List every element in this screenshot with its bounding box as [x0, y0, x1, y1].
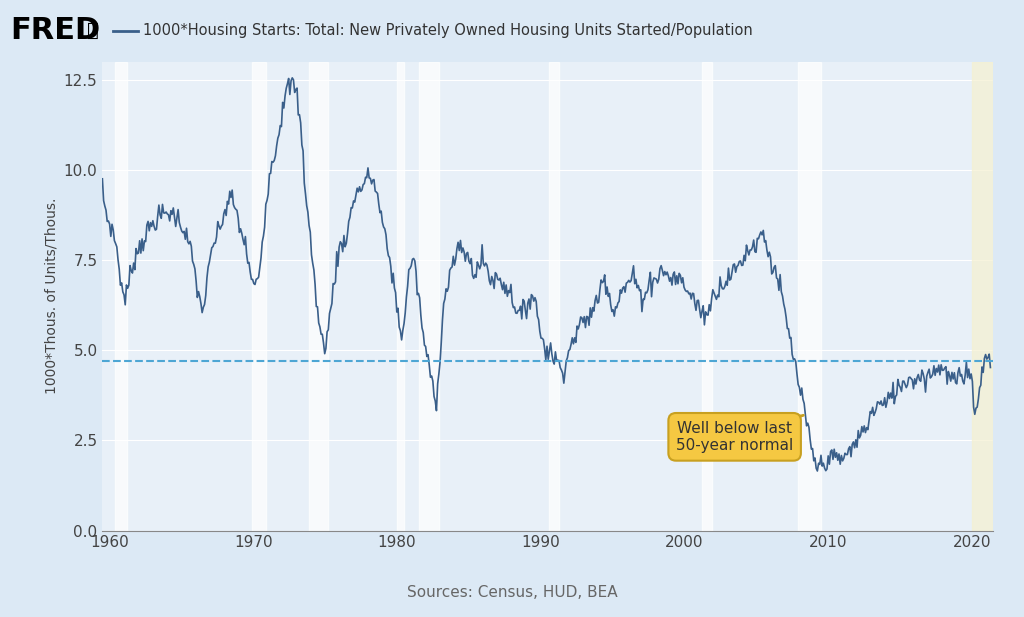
Text: 1000*Housing Starts: Total: New Privately Owned Housing Units Started/Population: 1000*Housing Starts: Total: New Privatel… [143, 23, 753, 38]
Bar [798, 62, 821, 531]
Text: FRED: FRED [10, 16, 100, 46]
Text: Sources: Census, HUD, BEA: Sources: Census, HUD, BEA [407, 585, 617, 600]
Text: 📈: 📈 [87, 22, 98, 40]
Bar [549, 62, 559, 531]
Bar [116, 62, 127, 531]
Bar [701, 62, 712, 531]
Y-axis label: 1000*Thous. of Units/Thous.: 1000*Thous. of Units/Thous. [44, 198, 58, 394]
Text: Well below last
50-year normal: Well below last 50-year normal [676, 415, 803, 453]
Bar [309, 62, 328, 531]
Bar [419, 62, 438, 531]
Bar [252, 62, 266, 531]
Bar [397, 62, 404, 531]
Bar [972, 62, 993, 531]
